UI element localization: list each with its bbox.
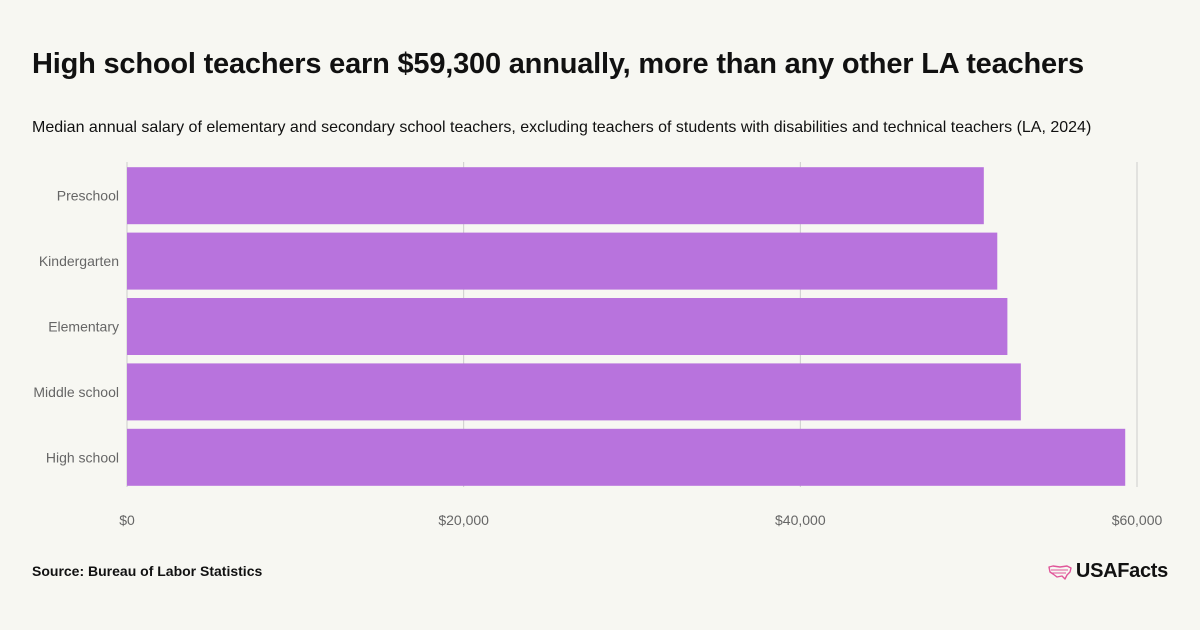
usa-map-icon xyxy=(1048,564,1072,580)
brand-logo[interactable]: USAFacts xyxy=(1048,560,1168,583)
category-label: High school xyxy=(46,449,119,465)
bar xyxy=(127,298,1008,355)
bar xyxy=(127,363,1021,421)
x-tick-label: $20,000 xyxy=(438,512,489,528)
category-label: Kindergarten xyxy=(39,253,119,269)
bar xyxy=(127,167,984,225)
bar xyxy=(127,428,1126,486)
bar-chart: Preschool Kindergarten Elementary Middle sc… xyxy=(33,162,1163,528)
x-tick-label: $60,000 xyxy=(1112,512,1163,528)
bar xyxy=(127,232,998,290)
category-label: Middle school xyxy=(33,384,119,400)
brand-name: USAFacts xyxy=(1075,560,1168,582)
category-label: Preschool xyxy=(57,188,119,204)
chart-subtitle: Median annual salary of elementary and s… xyxy=(32,119,1092,136)
category-label: Elementary xyxy=(48,319,119,335)
chart-title: High school teachers earn $59,300 annual… xyxy=(32,48,1084,80)
source-note: Source: Bureau of Labor Statistics xyxy=(32,563,263,579)
x-tick-label: $0 xyxy=(119,512,135,528)
x-tick-label: $40,000 xyxy=(775,512,826,528)
